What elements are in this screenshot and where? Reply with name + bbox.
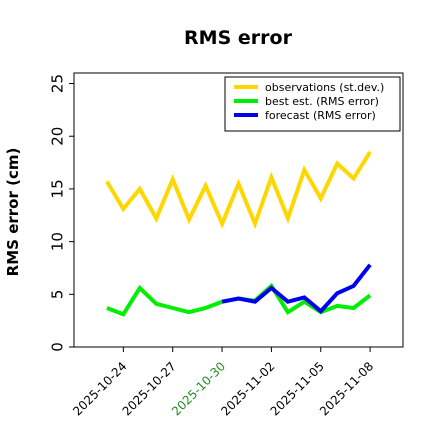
series-line-3 [221,263,372,314]
legend-label: best est. (RMS error) [265,95,379,108]
y-axis-label: RMS error (cm) [4,148,22,277]
series-line-1 [105,150,372,230]
chart-title: RMS error [184,27,293,49]
y-tick-label: 20 [49,127,67,146]
y-tick-label: 5 [49,290,67,300]
legend: observations (st.dev.)best est. (RMS err… [224,76,401,132]
plot-frame [73,72,404,348]
y-tick-label: 25 [49,74,67,93]
y-tick-label: 15 [49,179,67,198]
y-tick-label: 0 [49,342,67,352]
series-layer [105,150,372,317]
legend-label: observations (st.dev.) [265,81,384,94]
y-tick-label: 10 [49,232,67,251]
legend-label: forecast (RMS error) [265,109,376,122]
x-tick-label: 2025-11-08 [317,359,376,418]
